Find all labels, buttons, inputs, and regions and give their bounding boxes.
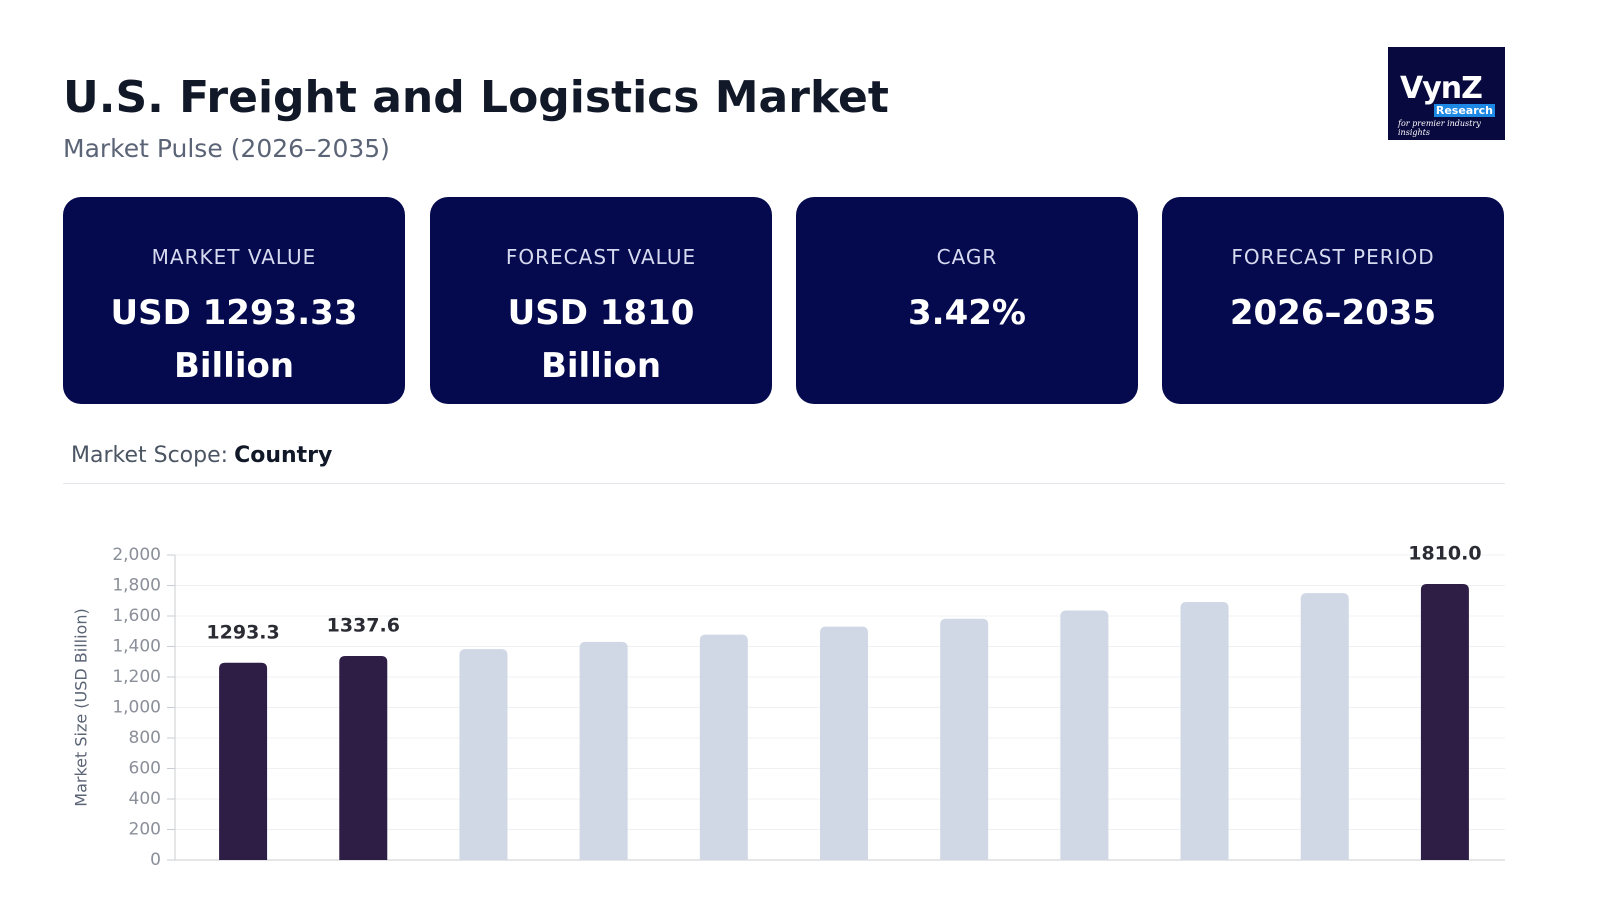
card-label: CAGR	[936, 245, 998, 269]
stat-card: MARKET VALUE USD 1293.33 Billion	[63, 197, 405, 404]
logo: VynZ Research for premier industry insig…	[1388, 47, 1505, 140]
y-tick-label: 200	[129, 820, 161, 840]
title: U.S. Freight and Logistics Market	[63, 72, 889, 123]
bar	[579, 641, 628, 860]
card-label: MARKET VALUE	[151, 245, 317, 269]
bar	[1420, 583, 1469, 860]
y-tick-label: 800	[129, 728, 161, 748]
bar	[940, 618, 989, 860]
scope-value: Country	[234, 443, 333, 468]
bar	[459, 649, 508, 860]
stat-card: CAGR 3.42%	[796, 197, 1138, 404]
stat-card: FORECAST PERIOD 2026–2035	[1162, 197, 1504, 404]
scope: Market Scope: Country	[71, 443, 332, 468]
y-axis-label: Market Size (USD Billion)	[72, 608, 91, 806]
scope-label: Market Scope:	[71, 443, 229, 468]
bar	[219, 662, 268, 860]
card-value: 2026–2035	[1229, 293, 1437, 333]
bar	[699, 634, 748, 860]
bar	[1300, 593, 1349, 860]
y-tick-label: 1,400	[112, 637, 161, 657]
data-label: 1810.0	[1408, 542, 1481, 564]
logo-sub: Research	[1433, 104, 1495, 117]
y-tick-label: 0	[150, 850, 161, 870]
card-label: FORECAST VALUE	[505, 245, 697, 269]
card-label: FORECAST PERIOD	[1231, 245, 1435, 269]
bar	[1180, 601, 1229, 860]
divider	[63, 483, 1505, 484]
card-value: USD 1293.33 Billion	[110, 293, 358, 386]
y-tick-label: 400	[129, 789, 161, 809]
y-tick-label: 1,200	[112, 667, 161, 687]
y-tick-label: 2,000	[112, 545, 161, 565]
y-tick-label: 1,800	[112, 576, 161, 596]
data-label: 1293.3	[206, 621, 279, 643]
logo-name: VynZ	[1400, 71, 1483, 106]
y-tick-label: 1,000	[112, 698, 161, 718]
subtitle: Market Pulse (2026–2035)	[63, 134, 390, 163]
card-value: USD 1810 Billion	[507, 293, 695, 386]
bar	[339, 656, 388, 860]
y-tick-label: 600	[129, 759, 161, 779]
stat-card: FORECAST VALUE USD 1810 Billion	[430, 197, 772, 404]
bar	[820, 626, 868, 860]
logo-tagline: for premier industry insights	[1398, 119, 1481, 137]
card-value: 3.42%	[908, 293, 1026, 333]
data-label: 1337.6	[327, 615, 400, 637]
y-tick-label: 1,600	[112, 606, 161, 626]
bar	[1060, 610, 1109, 860]
